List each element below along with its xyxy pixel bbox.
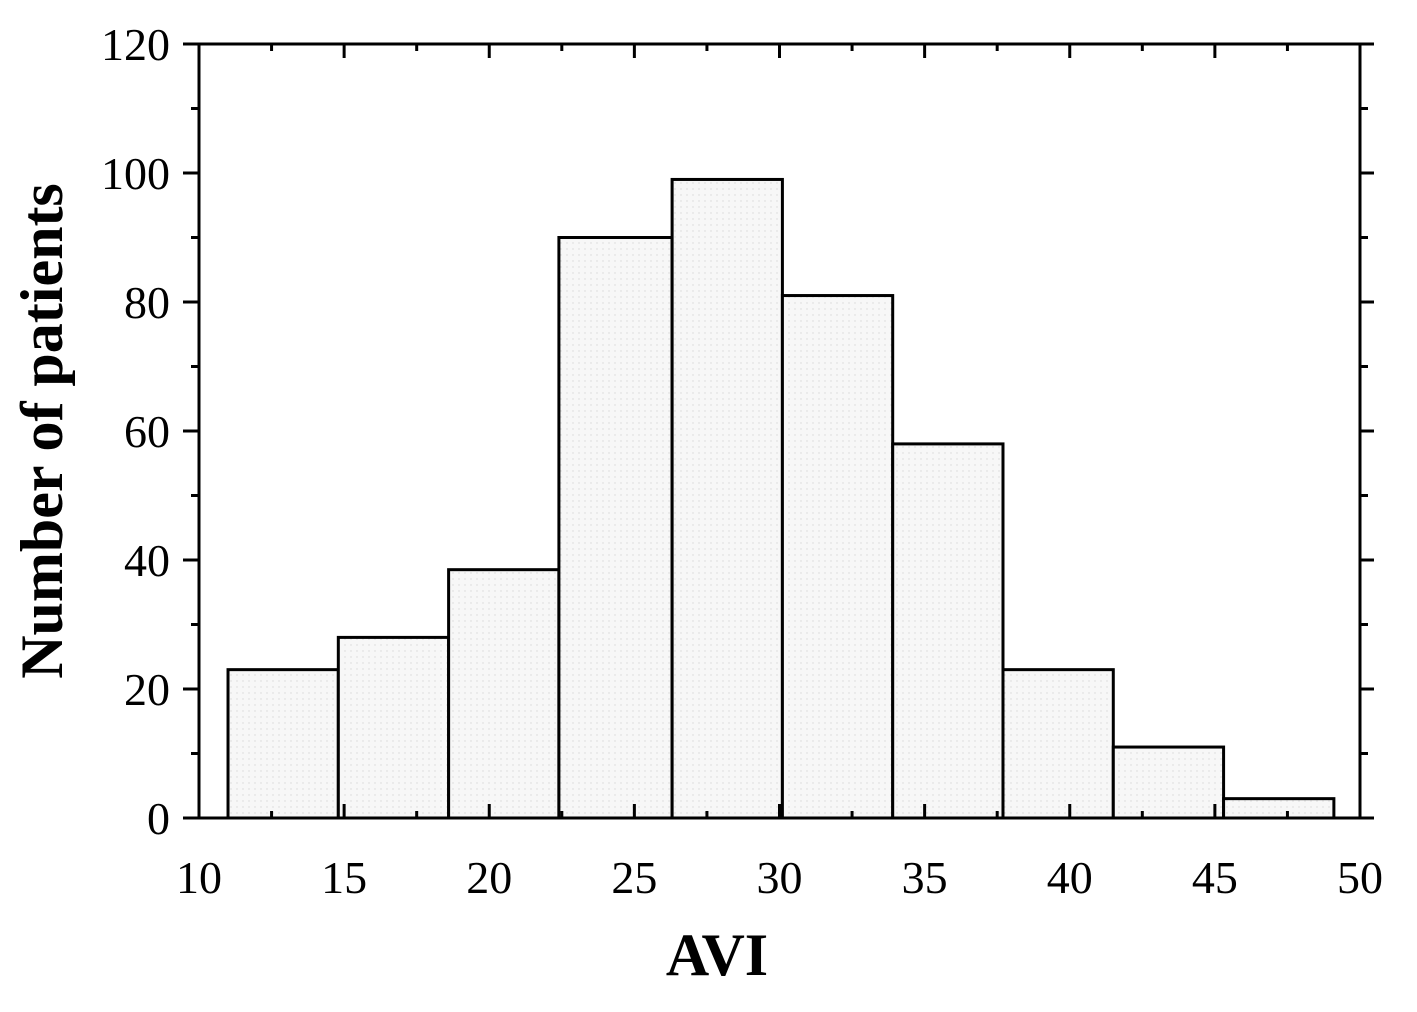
histogram-bar-1	[226, 668, 340, 820]
y-tick-label: 60	[124, 406, 170, 457]
y-axis-title: Number of patients	[9, 183, 75, 679]
histogram-bar-6	[780, 294, 895, 820]
y-tick-label: 80	[124, 277, 170, 328]
histogram-bar-2	[336, 635, 451, 820]
x-tick-label: 15	[321, 852, 367, 903]
y-tick-labels: 0 20 40 60 80 100 120	[101, 19, 170, 844]
x-tick-label: 20	[466, 852, 512, 903]
histogram-bar-3	[447, 568, 561, 820]
x-tick-label: 40	[1047, 852, 1093, 903]
x-tick-label: 10	[176, 852, 222, 903]
x-axis-title: AVI	[666, 922, 768, 988]
x-tick-label: 50	[1337, 852, 1383, 903]
x-tick-label: 45	[1192, 852, 1238, 903]
histogram-bar-4	[557, 236, 674, 820]
y-tick-label: 0	[147, 793, 170, 844]
histogram-bar-10	[1222, 797, 1336, 820]
histogram-bar-5	[670, 177, 784, 820]
y-tick-label: 100	[101, 148, 170, 199]
histogram-bar-7	[891, 442, 1005, 820]
x-tick-label: 30	[757, 852, 803, 903]
y-tick-label: 120	[101, 19, 170, 70]
y-tick-label: 20	[124, 664, 170, 715]
x-tick-label: 25	[611, 852, 657, 903]
histogram-bars	[226, 177, 1336, 820]
x-tick-label: 35	[902, 852, 948, 903]
y-tick-label: 40	[124, 535, 170, 586]
x-tick-labels: 10 15 20 25 30 35 40 45 50	[176, 852, 1383, 903]
histogram-bar-8	[1001, 668, 1115, 820]
axis-ticks	[183, 42, 1374, 820]
histogram-bar-9	[1111, 745, 1226, 820]
